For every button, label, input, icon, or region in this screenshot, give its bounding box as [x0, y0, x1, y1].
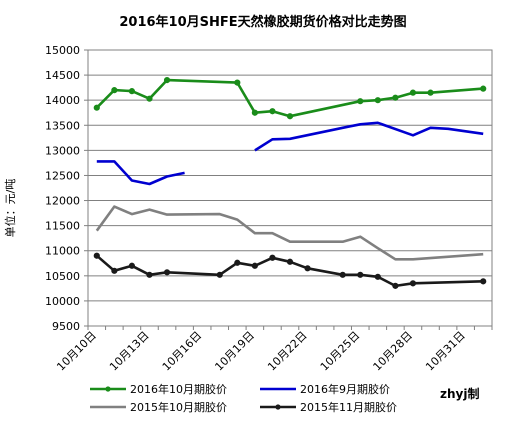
series-1 — [93, 77, 487, 120]
y-tick-label: 9500 — [52, 320, 80, 333]
data-point — [357, 271, 364, 278]
series-line — [254, 121, 484, 152]
data-point — [374, 273, 381, 280]
data-point — [409, 280, 417, 287]
y-tick-label: 11500 — [45, 220, 80, 233]
y-tick-label: 14500 — [45, 69, 80, 82]
data-point — [251, 109, 258, 116]
y-tick-label: 12500 — [45, 169, 80, 182]
data-point — [234, 259, 241, 266]
series-line — [95, 205, 484, 261]
x-tick-label: 10月31日 — [423, 329, 468, 374]
data-point — [357, 98, 364, 105]
x-tick-label: 10月10日 — [54, 329, 99, 374]
series-layer — [93, 77, 487, 289]
legend-item: 2015年11月期胶价 — [260, 400, 397, 414]
data-point — [146, 271, 153, 278]
data-point — [163, 269, 171, 276]
legend: 2016年10月期胶价 2016年9月期胶价 2015年10月期胶价 2015年11月… — [90, 382, 397, 414]
y-tick-label: 11000 — [45, 245, 80, 258]
x-tick-label: 10月25日 — [318, 329, 363, 374]
y-tick-label: 10000 — [45, 295, 80, 308]
y-tick-label: 15000 — [45, 44, 80, 57]
y-tick-label: 10500 — [45, 270, 80, 283]
x-tick-label: 10月28日 — [371, 329, 416, 374]
y-tick-label: 13000 — [45, 144, 80, 157]
data-point — [234, 79, 241, 86]
legend-item: 2016年9月期胶价 — [260, 382, 390, 396]
legend-label: 2015年10月期胶价 — [130, 400, 227, 414]
x-tick-label: 10月19日 — [212, 329, 257, 374]
data-point — [480, 278, 487, 285]
data-point — [286, 258, 294, 265]
legend-marker — [275, 404, 281, 410]
data-point — [251, 262, 258, 269]
series-3 — [95, 205, 484, 261]
data-point — [480, 85, 487, 92]
chart-title: 2016年10月SHFE天然橡胶期货价格对比走势图 — [119, 14, 406, 30]
legend-marker — [105, 386, 111, 392]
data-point — [216, 271, 223, 278]
data-point — [409, 89, 417, 96]
data-point — [269, 254, 276, 261]
data-point — [427, 89, 434, 96]
data-point — [111, 267, 118, 274]
data-point — [163, 77, 171, 84]
series-2 — [96, 121, 484, 186]
y-tick-label: 13500 — [45, 119, 80, 132]
grid-lines — [88, 74, 492, 302]
legend-item: 2016年10月期胶价 — [90, 382, 227, 396]
data-point — [128, 88, 136, 95]
data-point — [93, 104, 100, 111]
data-point — [111, 87, 118, 94]
legend-item: 2015年10月期胶价 — [90, 400, 227, 414]
series-4 — [93, 252, 487, 289]
x-tick-label: 10月22日 — [265, 329, 310, 374]
data-point — [339, 271, 346, 278]
data-point — [286, 113, 294, 120]
data-point — [269, 108, 276, 115]
legend-label: 2016年9月期胶价 — [300, 382, 390, 396]
plot-area — [87, 49, 493, 327]
legend-label: 2015年11月期胶价 — [300, 400, 397, 414]
data-point — [304, 265, 311, 272]
data-point — [374, 97, 381, 104]
credit-text: zhyj制 — [440, 386, 479, 401]
data-point — [93, 252, 100, 259]
data-point — [146, 95, 153, 102]
data-point — [392, 282, 399, 289]
y-tick-label: 12000 — [45, 195, 80, 208]
x-tick-label: 10月13日 — [107, 329, 152, 374]
series-line — [96, 160, 185, 186]
legend-label: 2016年10月期胶价 — [130, 382, 227, 396]
x-tick-label: 10月16日 — [160, 329, 205, 374]
data-point — [392, 94, 399, 101]
y-tick-label: 14000 — [45, 94, 80, 107]
y-axis-label: 单位：元/吨 — [3, 179, 17, 238]
data-point — [128, 262, 136, 269]
